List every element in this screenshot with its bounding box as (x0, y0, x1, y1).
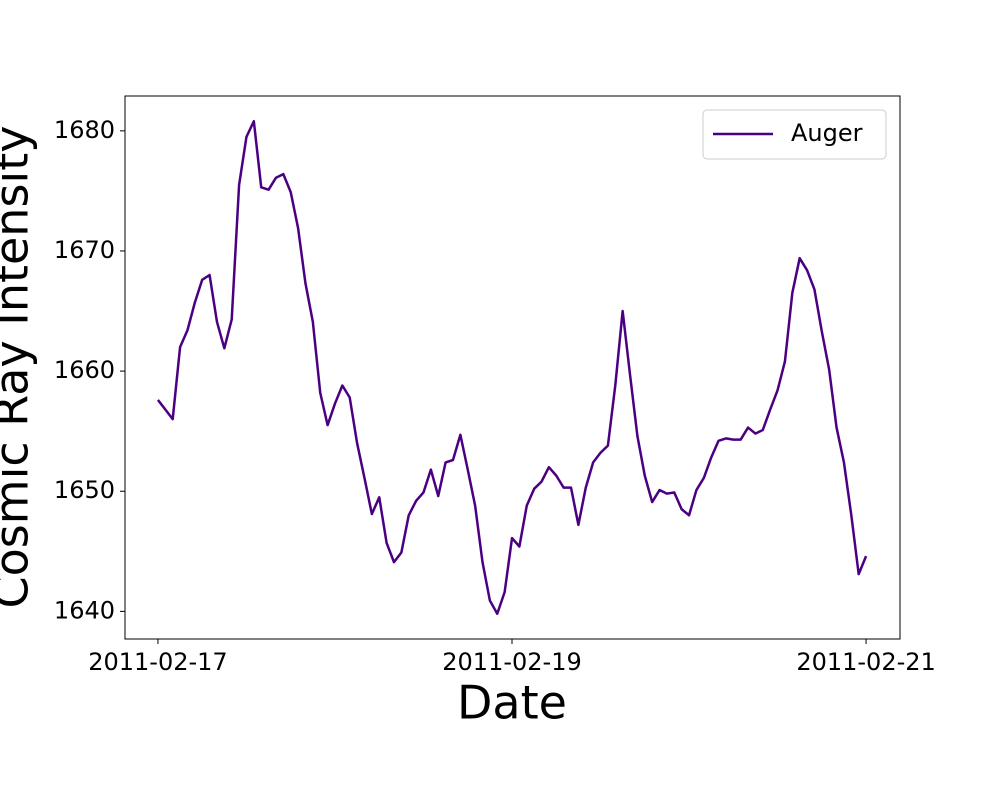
x-tick-label: 2011-02-17 (88, 648, 227, 676)
plot-frame (124, 95, 901, 640)
y-tick-label: 1650 (54, 476, 115, 504)
x-axis-label: Date (457, 676, 567, 730)
y-tick-label: 1660 (54, 356, 115, 384)
legend-box (702, 109, 887, 160)
y-axis-label: Cosmic Ray Intensity (0, 126, 39, 609)
x-tick-label: 2011-02-21 (796, 648, 935, 676)
legend-label: Auger (791, 119, 863, 147)
y-tick-label: 1670 (54, 236, 115, 264)
y-tick-label: 1640 (54, 596, 115, 624)
y-tick-label: 1680 (54, 116, 115, 144)
data-line (156, 119, 868, 616)
x-tick-label: 2011-02-19 (442, 648, 581, 676)
